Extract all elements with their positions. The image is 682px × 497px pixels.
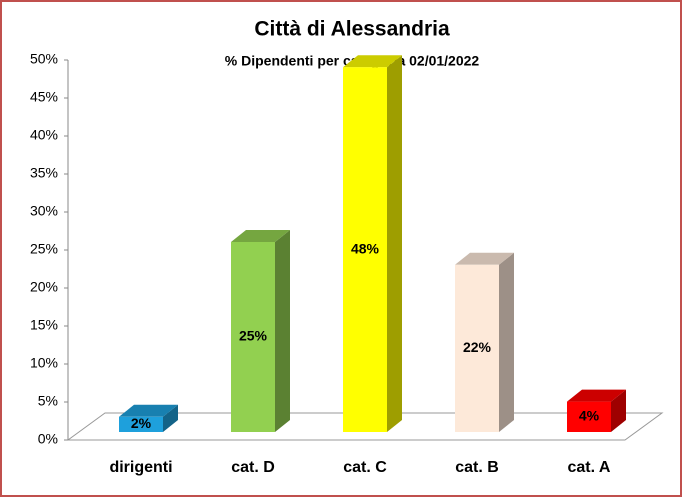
data-label: 25% [239, 328, 268, 344]
bar-top [231, 230, 290, 242]
x-tick-label: cat. C [343, 459, 387, 476]
data-label: 4% [579, 408, 600, 424]
bar [231, 242, 275, 432]
y-tick-label: 5% [38, 393, 58, 409]
bar-side [499, 252, 514, 432]
y-tick-label: 15% [30, 317, 58, 333]
bar-top [119, 404, 178, 417]
y-tick-label: 25% [30, 241, 58, 257]
y-tick-label: 10% [30, 355, 58, 371]
bar-top [567, 389, 626, 402]
y-tick-label: 0% [38, 431, 58, 447]
bar [343, 67, 387, 432]
data-label: 48% [351, 240, 380, 256]
bar [567, 401, 611, 432]
y-tick-label: 40% [30, 127, 58, 143]
bar-side [163, 404, 178, 432]
bar-side [387, 55, 402, 432]
y-tick-label: 20% [30, 279, 58, 295]
bar-top [343, 55, 402, 68]
x-tick-label: cat. B [455, 459, 499, 476]
bar-top [455, 252, 514, 265]
chart-title: Città di Alessandria [254, 18, 450, 41]
x-tick-label: cat. A [568, 459, 611, 476]
bar-side [275, 230, 290, 432]
x-tick-label: cat. D [231, 459, 275, 476]
bar [455, 264, 499, 432]
bar [119, 416, 163, 432]
y-tick-label: 35% [30, 165, 58, 181]
bar-side [611, 389, 626, 432]
y-tick-label: 30% [30, 203, 58, 219]
data-label: 22% [463, 339, 492, 355]
data-label: 2% [131, 415, 152, 431]
y-tick-label: 45% [30, 89, 58, 105]
x-tick-label: dirigenti [109, 459, 172, 476]
y-tick-label: 50% [30, 51, 58, 67]
